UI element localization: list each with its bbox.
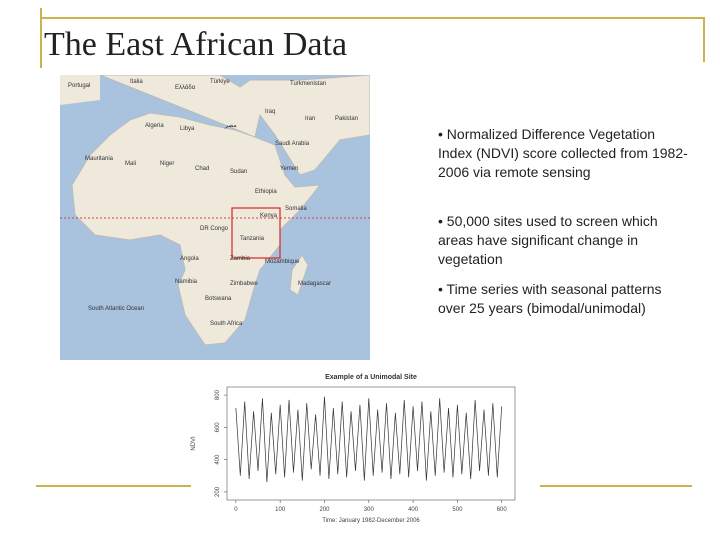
- x-tick-label: 300: [364, 507, 375, 513]
- inset-chart: Example of a Unimodal Site 0 100 200 300 400 5…: [191, 374, 516, 524]
- x-tick-label: 100: [275, 507, 286, 513]
- map-label: Tanzania: [240, 236, 265, 242]
- map-label: Yemen: [280, 166, 298, 172]
- map-label: Madagascar: [298, 281, 331, 287]
- map-label: Mali: [125, 161, 136, 167]
- x-tick-label: 200: [319, 507, 330, 513]
- y-tick-label: 200: [215, 486, 221, 497]
- map-label: Somalia: [285, 206, 307, 212]
- map-label: DR Congo: [200, 226, 229, 232]
- map-label: Iran: [305, 116, 315, 122]
- map-label: Pakistan: [335, 116, 358, 122]
- rule: [540, 485, 692, 487]
- map-label: Sudan: [230, 169, 247, 175]
- x-tick-label: 600: [497, 507, 508, 513]
- map-label: Iraq: [265, 109, 275, 115]
- map-label: Niger: [160, 161, 174, 167]
- rule: [40, 8, 42, 68]
- study-area: [231, 207, 281, 259]
- map-label: Kenya: [260, 213, 278, 219]
- map-label: Turkmenistan: [290, 81, 326, 87]
- map-label: Mauritania: [85, 156, 114, 162]
- bullet: • Normalized Difference Vegetation Index…: [438, 126, 688, 180]
- map-label: Botswana: [205, 296, 232, 302]
- slide-title: The East African Data: [44, 26, 348, 63]
- map-label: Zambia: [230, 256, 251, 262]
- map-label: South Atlantic Ocean: [88, 306, 144, 312]
- x-axis-label: Time: January 1982-December 2006: [322, 518, 420, 524]
- map-label: Ethiopia: [255, 189, 277, 195]
- map-label: Namibia: [175, 279, 198, 285]
- map-label: Saudi Arabia: [275, 141, 310, 147]
- x-tick-label: 0: [234, 507, 238, 513]
- map-label: South Africa: [210, 321, 243, 327]
- madagascar-shape: [289, 254, 309, 296]
- y-tick-label: 800: [215, 389, 221, 400]
- plot-frame: [226, 386, 516, 501]
- x-tick-label: 400: [408, 507, 419, 513]
- map-label: Portugal: [68, 83, 90, 89]
- series-line: [235, 396, 503, 483]
- chart-title: Example of a Unimodal Site: [325, 374, 417, 381]
- rule: [40, 17, 705, 19]
- bullet: • 50,000 sites used to screen which area…: [438, 213, 658, 267]
- rule: [36, 485, 191, 487]
- map: Portugal Italia Türkiye Ελλάδα Turkmenistan I…: [60, 75, 370, 360]
- map-label: Mozambique: [265, 259, 300, 265]
- y-tick-label: 600: [215, 422, 221, 433]
- map-label: Italia: [130, 79, 143, 85]
- y-axis-label: NDVI: [191, 436, 197, 451]
- map-label: Angola: [180, 256, 199, 262]
- land: [60, 75, 100, 105]
- map-label: Algeria: [145, 123, 164, 129]
- map-label: Chad: [195, 166, 209, 172]
- map-label: Libya: [180, 126, 195, 132]
- map-label: Zimbabwe: [230, 281, 258, 287]
- map-label: Ελλάδα: [175, 84, 196, 91]
- bullet: • Time series with seasonal patterns ove…: [438, 281, 662, 316]
- map-label: Türkiye: [210, 79, 230, 85]
- rule: [703, 17, 705, 62]
- y-tick-label: 400: [215, 454, 221, 465]
- x-tick-label: 500: [452, 507, 463, 513]
- map-label: مصر: [224, 123, 237, 129]
